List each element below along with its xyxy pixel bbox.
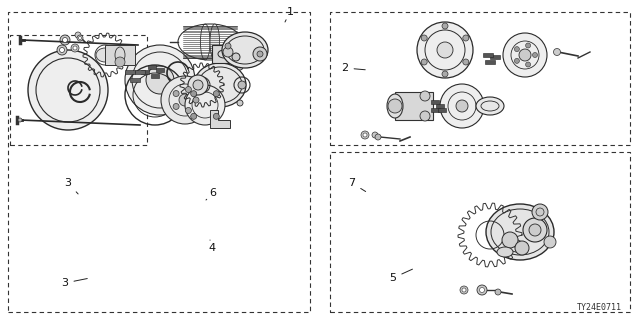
Circle shape	[421, 59, 428, 65]
Text: 3: 3	[61, 278, 87, 288]
Text: 3: 3	[65, 178, 78, 194]
Ellipse shape	[387, 94, 403, 118]
Circle shape	[536, 208, 544, 216]
Text: 2: 2	[341, 63, 365, 73]
Circle shape	[388, 99, 402, 113]
Circle shape	[28, 50, 108, 130]
Circle shape	[363, 133, 367, 137]
Text: 1: 1	[285, 7, 294, 22]
Polygon shape	[130, 78, 140, 82]
Circle shape	[372, 132, 378, 138]
Circle shape	[440, 84, 484, 128]
Text: 4: 4	[209, 240, 216, 253]
Circle shape	[146, 66, 174, 94]
Circle shape	[519, 49, 531, 61]
Circle shape	[193, 97, 199, 103]
Circle shape	[191, 113, 196, 119]
Polygon shape	[485, 60, 495, 64]
Circle shape	[544, 236, 556, 248]
Circle shape	[515, 241, 529, 255]
Circle shape	[442, 23, 448, 29]
Circle shape	[191, 91, 196, 97]
Circle shape	[73, 46, 77, 50]
Circle shape	[532, 52, 538, 58]
Circle shape	[63, 37, 67, 43]
Circle shape	[186, 86, 191, 92]
Circle shape	[161, 76, 209, 124]
Circle shape	[479, 287, 484, 292]
Text: 7: 7	[348, 178, 365, 192]
Circle shape	[75, 32, 81, 38]
Text: TY24E0711: TY24E0711	[577, 303, 622, 312]
Circle shape	[456, 100, 468, 112]
Circle shape	[477, 285, 487, 295]
Circle shape	[213, 91, 220, 97]
Circle shape	[525, 43, 531, 48]
Circle shape	[460, 286, 468, 294]
Ellipse shape	[96, 48, 114, 62]
Text: 6: 6	[206, 188, 216, 200]
Circle shape	[502, 232, 518, 248]
Circle shape	[442, 71, 448, 77]
Polygon shape	[125, 70, 135, 74]
Ellipse shape	[222, 32, 268, 68]
Circle shape	[253, 47, 267, 61]
Circle shape	[193, 80, 203, 90]
Circle shape	[532, 204, 548, 220]
Circle shape	[125, 45, 195, 115]
Circle shape	[173, 91, 179, 97]
Circle shape	[179, 94, 191, 106]
Circle shape	[188, 75, 208, 95]
Polygon shape	[156, 68, 164, 72]
Circle shape	[115, 57, 125, 67]
Circle shape	[257, 51, 263, 57]
Ellipse shape	[476, 97, 504, 115]
Bar	[395, 92, 433, 120]
Circle shape	[18, 118, 22, 122]
Circle shape	[225, 43, 231, 49]
Circle shape	[420, 91, 430, 101]
Bar	[105, 45, 135, 65]
Circle shape	[525, 62, 531, 67]
Polygon shape	[438, 108, 446, 112]
Polygon shape	[141, 70, 149, 74]
Polygon shape	[490, 55, 500, 59]
Circle shape	[77, 35, 83, 41]
Circle shape	[361, 131, 369, 139]
Ellipse shape	[194, 63, 246, 107]
Circle shape	[421, 35, 428, 41]
Circle shape	[57, 45, 67, 55]
Circle shape	[463, 35, 468, 41]
Circle shape	[79, 36, 81, 39]
Polygon shape	[483, 53, 493, 57]
Circle shape	[515, 58, 520, 63]
Circle shape	[238, 81, 246, 89]
Circle shape	[529, 224, 541, 236]
Circle shape	[60, 35, 70, 45]
Text: 5: 5	[390, 269, 412, 283]
Circle shape	[503, 33, 547, 77]
Circle shape	[495, 289, 501, 295]
Circle shape	[232, 53, 240, 61]
Circle shape	[237, 64, 243, 70]
Circle shape	[185, 85, 225, 125]
Circle shape	[186, 108, 191, 114]
Polygon shape	[148, 65, 156, 69]
Bar	[212, 45, 240, 63]
Circle shape	[463, 59, 468, 65]
Polygon shape	[436, 104, 444, 108]
Polygon shape	[431, 100, 439, 104]
Circle shape	[213, 113, 220, 119]
Ellipse shape	[497, 247, 513, 257]
Circle shape	[437, 42, 453, 58]
Circle shape	[515, 47, 520, 52]
Circle shape	[462, 288, 466, 292]
Ellipse shape	[486, 204, 554, 260]
Polygon shape	[151, 74, 159, 78]
Circle shape	[375, 134, 381, 140]
Circle shape	[420, 111, 430, 121]
Circle shape	[417, 22, 473, 78]
Polygon shape	[431, 108, 439, 112]
Circle shape	[60, 47, 65, 52]
